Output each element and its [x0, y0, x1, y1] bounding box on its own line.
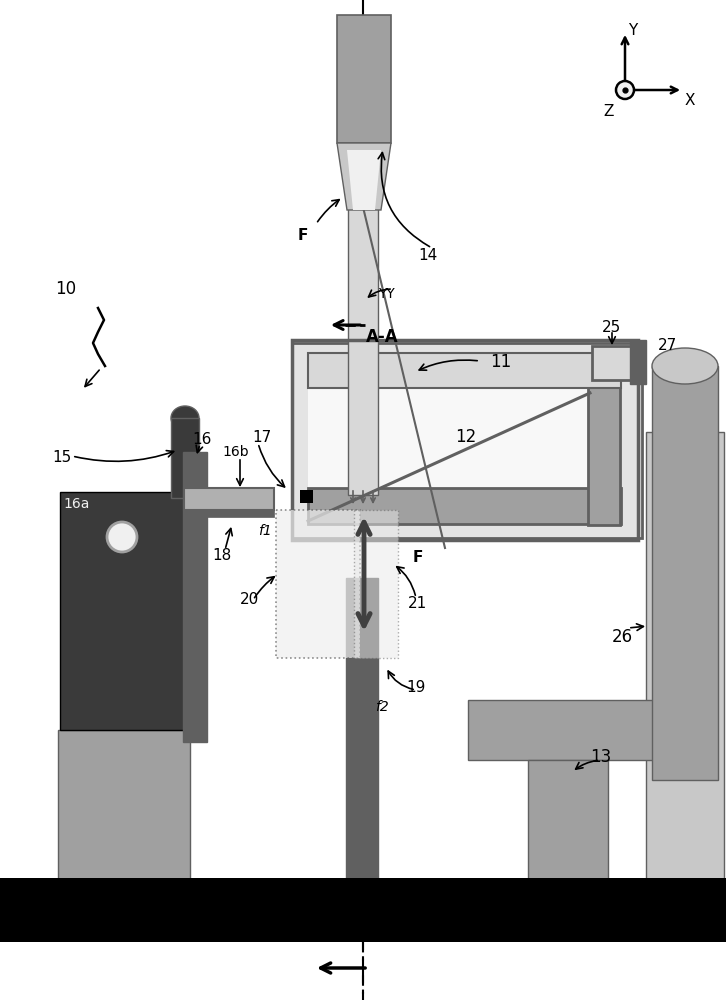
Bar [646, 432, 724, 880]
Text: 25: 25 [602, 320, 621, 335]
Text: 21: 21 [408, 596, 427, 611]
Text: 16: 16 [192, 432, 211, 447]
Text: X: X [685, 93, 696, 108]
Text: Z: Z [603, 104, 613, 119]
Ellipse shape [171, 406, 199, 430]
Bar [308, 353, 621, 388]
Text: 27: 27 [658, 338, 677, 353]
Bar [346, 578, 378, 886]
Text: Y: Y [628, 23, 637, 38]
Bar [588, 358, 620, 525]
Bar [171, 418, 199, 498]
Bar [592, 346, 632, 380]
Bar [348, 207, 378, 495]
Text: YY: YY [378, 287, 395, 301]
Bar [58, 730, 190, 882]
Text: F: F [298, 228, 309, 243]
Bar [184, 488, 274, 510]
Text: F: F [413, 550, 423, 565]
Polygon shape [347, 150, 381, 210]
Bar [354, 510, 398, 658]
Bar [60, 492, 188, 730]
Polygon shape [337, 143, 391, 210]
Circle shape [616, 81, 634, 99]
Bar [337, 15, 391, 143]
Polygon shape [308, 358, 618, 523]
Bar [184, 510, 274, 517]
Text: 26: 26 [612, 628, 633, 646]
Bar [300, 490, 313, 503]
Text: 11: 11 [490, 353, 511, 371]
Bar [652, 366, 718, 780]
Text: 12: 12 [455, 428, 476, 446]
Polygon shape [292, 343, 642, 538]
Text: 10: 10 [55, 280, 76, 298]
Bar [183, 452, 207, 742]
Text: 16a: 16a [63, 497, 89, 511]
Bar [308, 488, 621, 524]
Text: A-A: A-A [366, 328, 399, 346]
Text: 17: 17 [252, 430, 272, 445]
Text: f1: f1 [258, 524, 272, 538]
Bar [0, 878, 726, 942]
Circle shape [107, 522, 137, 552]
Text: 20: 20 [240, 592, 259, 607]
Text: 18: 18 [212, 548, 232, 563]
Text: 19: 19 [406, 680, 425, 695]
Text: 16b: 16b [222, 445, 248, 459]
Text: f2: f2 [375, 700, 388, 714]
Bar [276, 510, 360, 658]
Bar [528, 760, 608, 880]
Text: 14: 14 [418, 248, 437, 263]
Text: 13: 13 [590, 748, 611, 766]
Bar [468, 700, 666, 760]
Text: 15: 15 [52, 450, 71, 465]
Bar [630, 340, 646, 384]
Ellipse shape [652, 348, 718, 384]
